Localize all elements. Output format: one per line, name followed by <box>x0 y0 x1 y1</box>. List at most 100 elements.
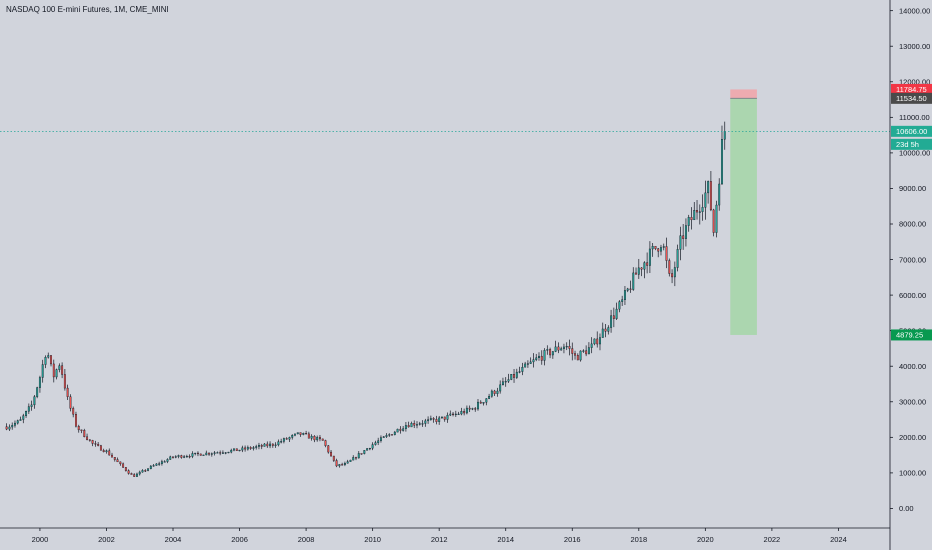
candle-body <box>418 423 421 425</box>
last-price-tag-text: 10606.00 <box>896 127 927 136</box>
entry-price-tag-bg <box>891 92 932 104</box>
candle-body <box>654 246 657 249</box>
candle <box>646 252 649 274</box>
candle-body <box>582 350 585 352</box>
candle-body <box>696 210 698 213</box>
candle-body <box>671 273 674 278</box>
candle-body <box>94 443 97 445</box>
candle-body <box>629 288 632 290</box>
candle <box>257 442 260 450</box>
candle-body <box>424 420 427 424</box>
candle <box>446 412 449 423</box>
candle-body <box>249 447 252 449</box>
candle-body <box>341 464 344 466</box>
candle <box>479 400 482 404</box>
price-tick-label: 3000.00 <box>899 397 926 406</box>
candle <box>626 287 629 293</box>
candle <box>485 398 488 406</box>
candle <box>490 389 493 398</box>
candle-body <box>526 363 529 365</box>
candle <box>38 375 41 393</box>
candle-body <box>252 447 255 449</box>
candle-body <box>529 361 532 364</box>
candle <box>296 432 299 435</box>
candle <box>241 445 244 453</box>
candle-body <box>402 428 405 431</box>
candle <box>185 454 188 458</box>
candle <box>197 451 199 457</box>
candle-body <box>144 470 147 472</box>
price-tick-label: 2000.00 <box>899 433 926 442</box>
candle <box>169 455 172 460</box>
candle-body <box>338 464 341 467</box>
candle <box>263 442 266 447</box>
candle <box>302 432 305 436</box>
candle-body <box>429 418 432 420</box>
candle-body <box>244 447 247 450</box>
candle <box>529 357 532 364</box>
candle-body <box>238 449 241 452</box>
candle <box>66 384 69 400</box>
candle-body <box>618 301 621 310</box>
candle-body <box>443 416 446 420</box>
candle <box>324 439 327 448</box>
candle <box>618 300 621 313</box>
candle <box>643 261 646 279</box>
candle <box>723 121 726 150</box>
candle <box>88 439 91 442</box>
candle <box>238 449 241 452</box>
candle <box>410 421 413 428</box>
candle <box>709 171 712 212</box>
candle <box>199 453 202 456</box>
candle <box>180 454 183 459</box>
candle <box>158 461 161 466</box>
candle-body <box>302 433 305 435</box>
candle-body <box>152 465 155 467</box>
candle-body <box>99 445 102 451</box>
candle-body <box>285 438 288 440</box>
candle <box>55 368 58 380</box>
candle <box>371 442 374 451</box>
candle <box>25 410 28 418</box>
candle-body <box>318 437 321 440</box>
time-tick-label: 2008 <box>298 535 315 544</box>
candle <box>86 433 89 441</box>
candle-body <box>385 435 388 437</box>
candle-body <box>316 437 319 441</box>
candle-body <box>255 446 258 448</box>
candle <box>141 469 144 473</box>
candle-body <box>560 348 563 351</box>
candle <box>194 452 197 456</box>
candle-body <box>474 408 477 410</box>
candle <box>463 408 466 416</box>
candle-body <box>235 448 238 451</box>
candle-body <box>357 453 360 459</box>
candle-body <box>610 315 613 328</box>
candle <box>416 421 418 429</box>
candle-body <box>507 379 510 382</box>
candle-body <box>546 349 549 351</box>
candle <box>75 411 77 428</box>
candle <box>385 433 388 439</box>
candle <box>202 454 205 456</box>
candle-body <box>180 455 183 458</box>
price-tick-label: 8000.00 <box>899 220 926 229</box>
candle <box>335 458 338 468</box>
candle <box>621 295 624 306</box>
candle <box>191 451 194 459</box>
candle <box>130 472 133 475</box>
candle <box>538 352 540 361</box>
candle-body <box>635 272 637 275</box>
candle <box>188 454 191 459</box>
candle <box>249 446 252 450</box>
candle <box>665 237 668 269</box>
candle <box>474 406 477 412</box>
candle-body <box>521 366 524 372</box>
candle-body <box>188 456 191 458</box>
candle-body <box>133 474 136 477</box>
candle-body <box>571 348 574 354</box>
candle-body <box>660 247 662 252</box>
candle-body <box>305 433 308 435</box>
candle <box>424 418 427 427</box>
